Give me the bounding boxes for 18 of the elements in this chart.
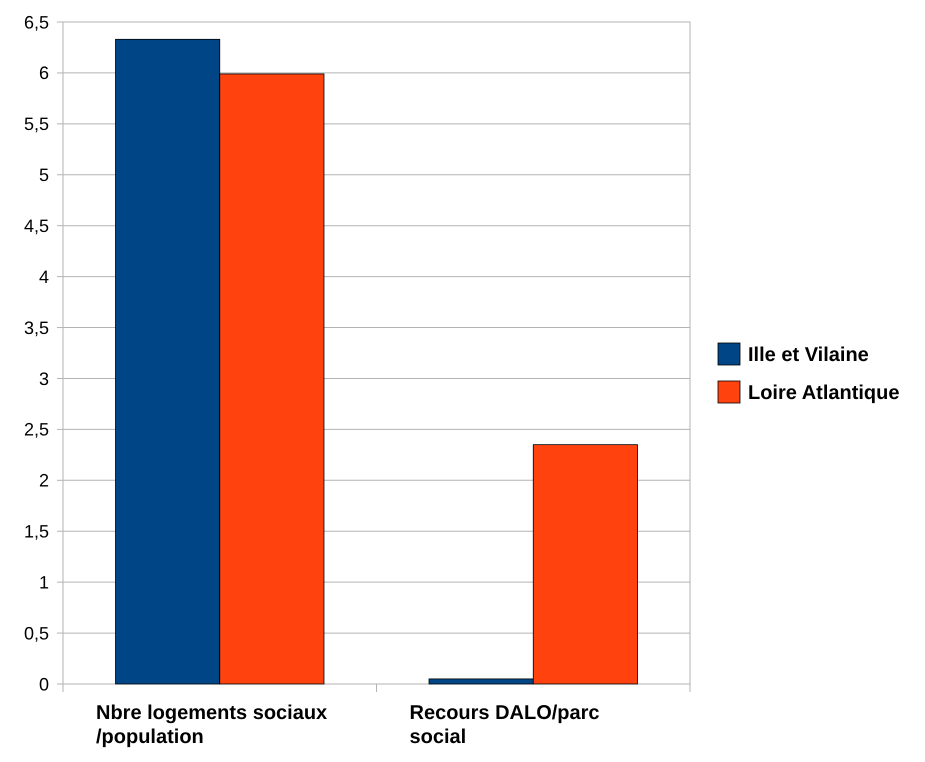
- x-tick-label: Recours DALO/parc social: [410, 702, 600, 748]
- y-tick-label: 3: [38, 368, 49, 389]
- y-tick-label: 1: [38, 572, 49, 592]
- y-tick-label: 5,5: [24, 114, 49, 134]
- y-tick-label: 0: [38, 674, 49, 694]
- y-tick-label: 5: [38, 165, 49, 186]
- x-tick-label: Nbre logements sociaux /population: [96, 702, 328, 748]
- y-tick-label: 1,5: [24, 522, 49, 542]
- y-tick-label: 2: [38, 470, 49, 491]
- y-tick-label: 6,5: [24, 12, 49, 32]
- legend-label: Loire Atlantique: [748, 382, 900, 404]
- y-tick-label: 2,5: [24, 420, 49, 440]
- y-tick-label: 4: [38, 266, 49, 287]
- y-tick-label: 4,5: [24, 216, 49, 236]
- legend-label: Ille et Vilaine: [748, 344, 869, 366]
- y-tick-label: 3,5: [24, 318, 49, 338]
- y-tick-label: 0,5: [24, 623, 49, 644]
- y-tick-label: 6: [38, 63, 49, 84]
